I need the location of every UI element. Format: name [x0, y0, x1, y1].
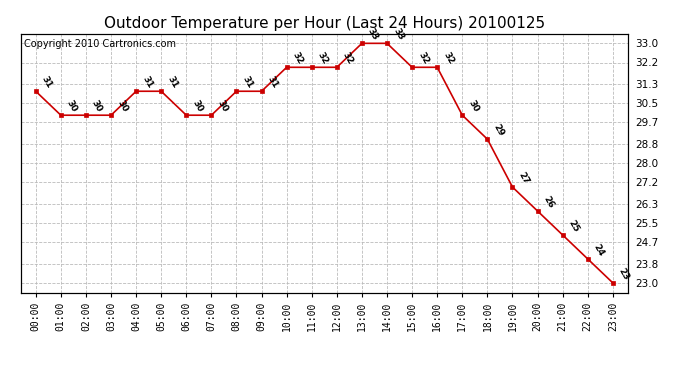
Text: 30: 30 [65, 99, 79, 114]
Text: 30: 30 [466, 99, 480, 114]
Text: 30: 30 [215, 99, 230, 114]
Text: 30: 30 [115, 99, 129, 114]
Text: 32: 32 [316, 51, 330, 66]
Text: 31: 31 [140, 75, 155, 90]
Text: 30: 30 [190, 99, 204, 114]
Text: Copyright 2010 Cartronics.com: Copyright 2010 Cartronics.com [23, 39, 176, 49]
Text: 31: 31 [40, 75, 54, 90]
Text: 24: 24 [592, 242, 606, 258]
Text: 23: 23 [617, 266, 631, 282]
Text: 25: 25 [566, 218, 581, 234]
Text: 26: 26 [542, 194, 555, 210]
Text: 32: 32 [416, 51, 431, 66]
Title: Outdoor Temperature per Hour (Last 24 Hours) 20100125: Outdoor Temperature per Hour (Last 24 Ho… [104, 16, 545, 31]
Text: 33: 33 [391, 27, 405, 42]
Text: 32: 32 [341, 51, 355, 66]
Text: 31: 31 [241, 75, 255, 90]
Text: 30: 30 [90, 99, 104, 114]
Text: 31: 31 [166, 75, 179, 90]
Text: 33: 33 [366, 27, 380, 42]
Text: 27: 27 [517, 170, 531, 186]
Text: 31: 31 [266, 75, 279, 90]
Text: 32: 32 [290, 51, 305, 66]
Text: 32: 32 [442, 51, 455, 66]
Text: 29: 29 [491, 122, 506, 138]
